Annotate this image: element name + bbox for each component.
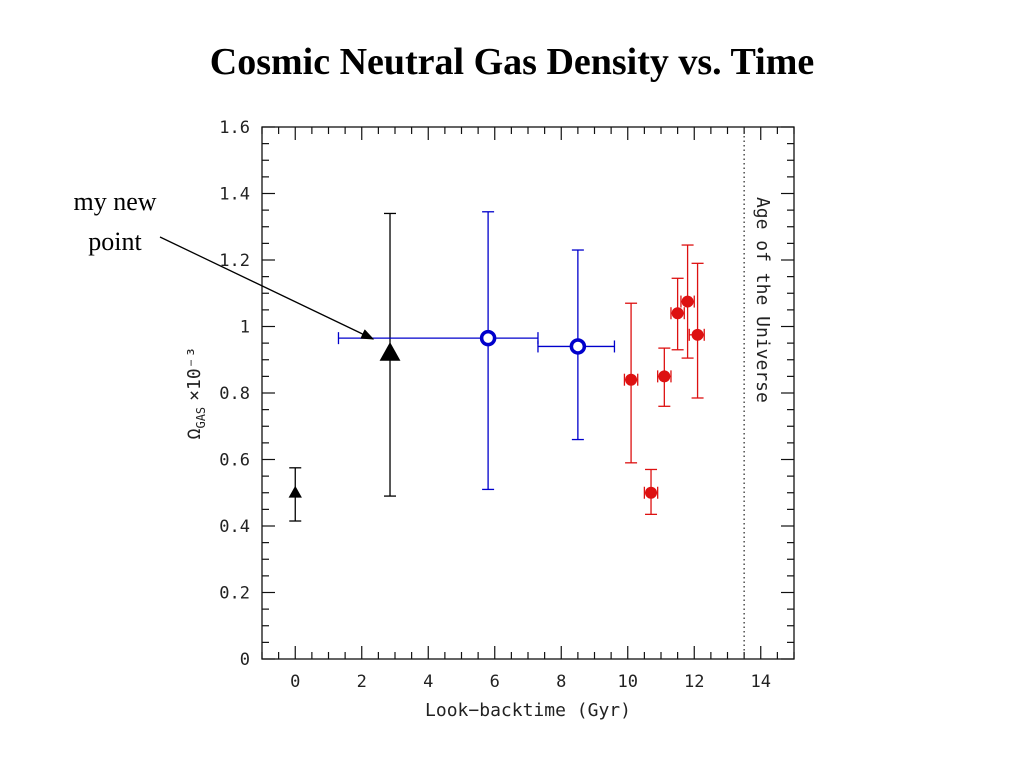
triangle-point: [288, 485, 302, 498]
y-tick-label: 0.8: [219, 384, 250, 404]
annotation-line-1: my new: [73, 187, 157, 216]
axis-ticks: [261, 126, 795, 660]
age-of-universe-label: Age of the Universe: [752, 197, 773, 403]
y-tick-label: 1: [240, 318, 250, 338]
y-tick-label: 0.4: [219, 517, 250, 537]
x-axis-label: Look−backtime (Gyr): [425, 700, 631, 721]
x-tick-label: 10: [618, 672, 638, 692]
y-axis-factor: ×10⁻³: [184, 347, 205, 401]
annotation-line-2: point: [88, 227, 142, 256]
y-tick-label: 0.6: [219, 451, 250, 471]
annotation-arrow: [159, 236, 375, 340]
tick-labels: 0 2 4 6 8 10 12 14 0 0.2 0.4 0.6 0.8 1 1.2 1.4 1.6: [219, 118, 771, 692]
x-tick-label: 0: [290, 672, 300, 692]
filled-circle-point: [681, 295, 694, 308]
y-tick-label: 1.2: [219, 251, 250, 271]
filled-circle-point: [691, 328, 704, 341]
filled-circle-point: [671, 307, 684, 320]
error-bars: [289, 211, 705, 522]
open-circle-point: [479, 329, 497, 347]
filled-circle-point: [625, 373, 638, 386]
age-of-universe-line: Age of the Universe: [743, 127, 773, 659]
y-axis-label: ΩGAS ×10⁻³: [184, 347, 208, 440]
x-tick-label: 14: [751, 672, 771, 692]
x-tick-label: 8: [556, 672, 566, 692]
x-tick-label: 2: [357, 672, 367, 692]
svg-text:ΩGAS×10⁻³: ΩGAS ×10⁻³: [184, 347, 208, 440]
open-circle-point: [569, 338, 587, 355]
filled-circle-point: [658, 370, 671, 383]
x-tick-label: 12: [684, 672, 704, 692]
slide-title: Cosmic Neutral Gas Density vs. Time: [209, 41, 815, 83]
x-tick-label: 4: [423, 672, 433, 692]
filled-circle-point: [645, 486, 658, 499]
y-tick-label: 1.4: [219, 185, 250, 205]
y-tick-label: 0: [240, 650, 250, 670]
triangle-point: [379, 342, 401, 361]
data-markers: [288, 295, 704, 499]
y-tick-label: 1.6: [219, 118, 250, 138]
y-tick-label: 0.2: [219, 584, 250, 604]
y-axis-symbol: Ω: [184, 428, 205, 439]
x-tick-label: 6: [490, 672, 500, 692]
plot-frame: [261, 126, 795, 660]
annotation-text: my new point: [40, 182, 190, 262]
y-axis-subscript: GAS: [194, 407, 208, 429]
